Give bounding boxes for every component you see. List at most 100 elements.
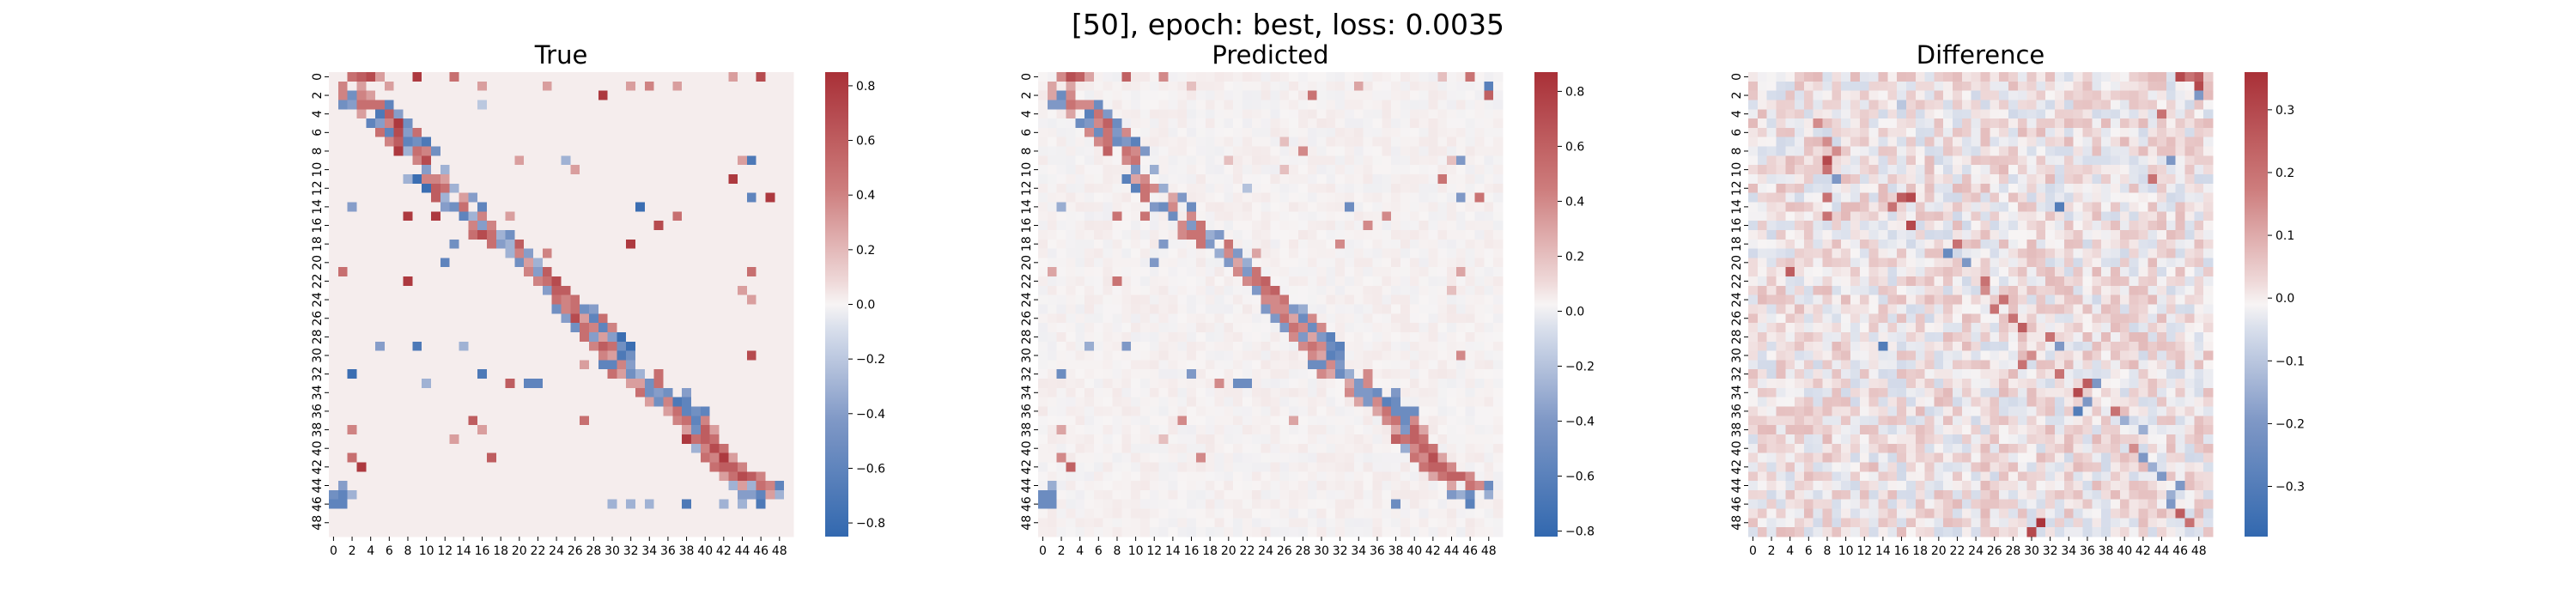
- heatmap-cell: [1474, 202, 1485, 212]
- heatmap-cell: [449, 183, 459, 194]
- heatmap-cell: [449, 341, 459, 351]
- heatmap-cell: [1149, 239, 1160, 249]
- heatmap-cell: [495, 425, 506, 435]
- heatmap-cell: [1112, 183, 1122, 194]
- heatmap-cell: [551, 155, 562, 166]
- heatmap-cell: [1149, 146, 1160, 156]
- heatmap-cell: [1214, 118, 1224, 129]
- heatmap-cell: [775, 211, 785, 222]
- heatmap-cell: [1484, 183, 1494, 194]
- heatmap-cell: [329, 434, 339, 445]
- heatmap-cell: [1075, 323, 1085, 333]
- heatmap-cell: [524, 183, 534, 194]
- heatmap-cell: [533, 443, 544, 454]
- heatmap-cell: [356, 304, 367, 314]
- heatmap-cell: [1056, 406, 1066, 416]
- heatmap-cell: [1103, 387, 1113, 398]
- heatmap-cell: [663, 304, 673, 314]
- heatmap-cell: [1233, 146, 1243, 156]
- heatmap-cell: [1112, 452, 1122, 463]
- heatmap-cell: [1168, 406, 1178, 416]
- heatmap-cell: [477, 81, 488, 92]
- heatmap-cell: [1474, 165, 1485, 175]
- heatmap-cell: [524, 489, 534, 501]
- heatmap-cell: [477, 127, 488, 138]
- heatmap-cell: [486, 313, 497, 324]
- heatmap-cell: [580, 481, 590, 491]
- heatmap-cell: [486, 434, 497, 445]
- heatmap-cell: [505, 508, 515, 519]
- heatmap-cell: [514, 192, 525, 203]
- heatmap-cell: [1038, 248, 1048, 258]
- heatmap-cell: [1103, 267, 1113, 277]
- heatmap-cell: [1484, 406, 1494, 416]
- heatmap-cell: [1447, 397, 1457, 407]
- heatmap-cell: [588, 471, 599, 482]
- heatmap-cell: [1372, 499, 1382, 509]
- heatmap-cell: [1279, 146, 1290, 156]
- heatmap-cell: [719, 100, 729, 110]
- heatmap-cell: [1400, 499, 1411, 509]
- heatmap-cell: [1214, 406, 1224, 416]
- heatmap-cell: [1345, 211, 1355, 222]
- heatmap-cell: [700, 518, 711, 528]
- heatmap-cell: [1437, 146, 1448, 156]
- heatmap-cell: [663, 81, 673, 92]
- heatmap-cell: [580, 452, 590, 463]
- heatmap-cell: [1075, 267, 1085, 277]
- heatmap-cell: [1177, 90, 1188, 100]
- heatmap-cell: [607, 137, 617, 147]
- heatmap-cell: [1233, 397, 1243, 407]
- heatmap-cell: [459, 499, 469, 509]
- heatmap-cell: [1391, 323, 1401, 333]
- heatmap-cell: [626, 481, 636, 491]
- heatmap-cell: [588, 174, 599, 185]
- heatmap-cell: [756, 350, 766, 361]
- heatmap-cell: [1066, 248, 1076, 258]
- heatmap-cell: [617, 527, 627, 537]
- heatmap-cell: [1437, 452, 1448, 463]
- heatmap-cell: [1437, 294, 1448, 305]
- heatmap-cell: [1056, 360, 1066, 370]
- heatmap-cell: [1084, 221, 1095, 231]
- heatmap-cell: [477, 323, 488, 333]
- heatmap-cell: [329, 416, 339, 426]
- heatmap-cell: [1214, 379, 1224, 389]
- heatmap-cell: [1168, 72, 1178, 82]
- heatmap-cell: [542, 323, 553, 333]
- heatmap-cell: [551, 137, 562, 147]
- heatmap-cell: [1112, 387, 1122, 398]
- heatmap-cell: [672, 276, 683, 287]
- heatmap-cell: [1158, 387, 1169, 398]
- heatmap-cell: [1140, 379, 1151, 389]
- heatmap-cell: [709, 239, 720, 249]
- heatmap-cell: [542, 72, 553, 82]
- heatmap-cell: [1224, 109, 1234, 119]
- heatmap-cell: [1409, 452, 1420, 463]
- heatmap-cell: [738, 313, 748, 324]
- heatmap-cell: [1270, 285, 1280, 296]
- heatmap-cell: [356, 518, 367, 528]
- heatmap-cell: [1297, 137, 1309, 147]
- heatmap-cell: [1465, 258, 1475, 268]
- heatmap-cell: [644, 165, 655, 175]
- heatmap-cell: [580, 323, 590, 333]
- heatmap-cell: [1363, 416, 1373, 426]
- heatmap-cell: [1066, 285, 1076, 296]
- heatmap-cell: [1307, 416, 1317, 426]
- heatmap-cell: [765, 527, 775, 537]
- heatmap-cell: [709, 462, 720, 472]
- heatmap-cell: [1326, 397, 1336, 407]
- heatmap-cell: [1187, 165, 1197, 175]
- heatmap-cell: [1093, 462, 1104, 472]
- heatmap-cell: [690, 276, 702, 287]
- heatmap-cell: [375, 387, 386, 398]
- heatmap-cell: [431, 72, 441, 82]
- heatmap-cell: [468, 183, 478, 194]
- heatmap-cell: [1168, 462, 1178, 472]
- heatmap-cell: [1484, 350, 1494, 361]
- heatmap-cell: [570, 425, 580, 435]
- heatmap-cell: [1242, 379, 1253, 389]
- heatmap-cell: [682, 350, 692, 361]
- heatmap-cell: [1279, 425, 1290, 435]
